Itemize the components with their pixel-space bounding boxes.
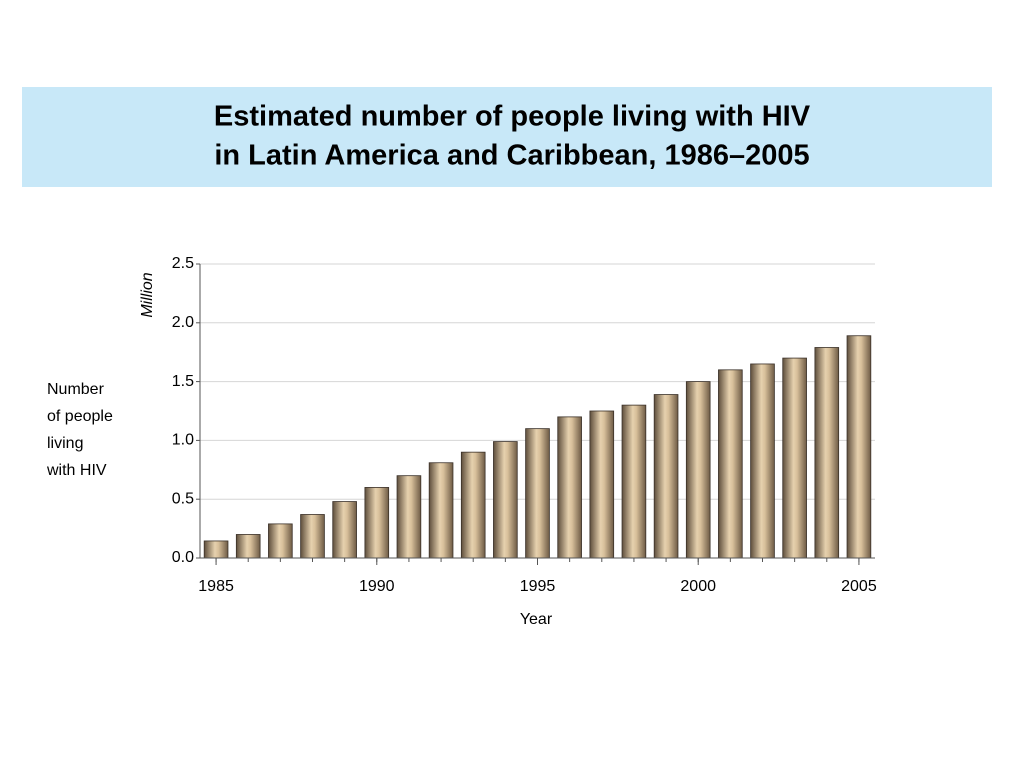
bar bbox=[718, 369, 743, 559]
bar bbox=[750, 363, 775, 559]
y-axis-label: Million bbox=[139, 272, 156, 317]
x-axis-label: Year bbox=[520, 611, 553, 628]
bar bbox=[460, 451, 486, 559]
annotation: Number bbox=[47, 381, 105, 398]
y-tick-label: 2.0 bbox=[172, 314, 194, 331]
bar bbox=[364, 487, 390, 559]
bar bbox=[396, 475, 422, 559]
bar bbox=[621, 404, 647, 559]
annotation: with HIV bbox=[46, 462, 107, 479]
bar bbox=[589, 410, 615, 559]
y-tick-label: 2.5 bbox=[172, 255, 194, 272]
x-tick-label: 1995 bbox=[520, 578, 556, 595]
bar bbox=[332, 501, 357, 559]
bar bbox=[203, 540, 229, 559]
bar bbox=[493, 441, 518, 559]
x-tick-label: 1990 bbox=[359, 578, 395, 595]
bar bbox=[653, 394, 679, 559]
y-tick-label: 1.5 bbox=[172, 373, 194, 390]
x-tick-label: 2000 bbox=[680, 578, 716, 595]
chart-title: in Latin America and Caribbean, 1986–200… bbox=[214, 140, 809, 172]
bar bbox=[685, 381, 711, 559]
bar bbox=[525, 428, 550, 559]
chart-title: Estimated number of people living with H… bbox=[214, 101, 811, 133]
bar bbox=[235, 534, 261, 559]
bar bbox=[782, 357, 807, 559]
x-tick-label: 1985 bbox=[198, 578, 234, 595]
bar bbox=[268, 523, 293, 559]
y-tick-label: 1.0 bbox=[172, 432, 194, 449]
bar bbox=[846, 335, 872, 559]
y-tick-label: 0.5 bbox=[172, 490, 194, 507]
title-banner bbox=[22, 87, 992, 187]
annotation: of people bbox=[47, 408, 113, 425]
bar bbox=[557, 416, 582, 559]
bar bbox=[300, 514, 325, 559]
bar bbox=[428, 462, 454, 559]
bar bbox=[814, 347, 840, 559]
annotation: living bbox=[47, 435, 83, 452]
x-tick-label: 2005 bbox=[841, 578, 877, 595]
y-tick-label: 0.0 bbox=[172, 549, 194, 566]
